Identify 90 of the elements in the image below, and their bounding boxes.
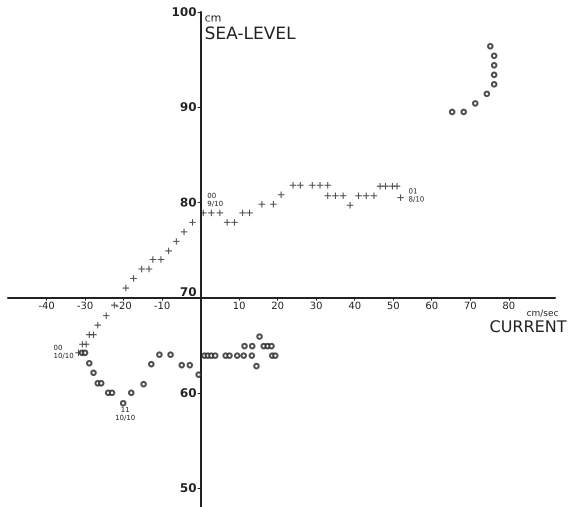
point xyxy=(216,210,224,216)
point xyxy=(180,228,188,236)
point xyxy=(248,352,256,359)
point xyxy=(490,81,498,88)
point xyxy=(324,182,331,188)
point xyxy=(272,352,279,359)
point xyxy=(189,219,196,226)
point xyxy=(241,342,248,350)
point xyxy=(178,362,185,368)
point xyxy=(256,333,263,340)
x-tick-label: 40 xyxy=(348,301,362,312)
point xyxy=(448,108,456,116)
point xyxy=(167,351,174,358)
point xyxy=(224,219,230,226)
point xyxy=(240,352,247,359)
point xyxy=(108,390,116,396)
x-tick-label: -10 xyxy=(154,301,170,312)
point xyxy=(316,182,324,188)
point xyxy=(140,380,147,388)
x-tick-label: 20 xyxy=(271,301,284,312)
point xyxy=(490,52,498,60)
point xyxy=(234,352,240,359)
point xyxy=(309,182,316,188)
point xyxy=(186,362,194,368)
point xyxy=(472,100,479,107)
y-tick-label: 50 xyxy=(180,480,197,495)
point xyxy=(90,331,97,338)
point xyxy=(130,275,137,282)
point xyxy=(362,192,370,199)
point xyxy=(370,192,378,199)
point xyxy=(268,342,275,350)
point xyxy=(278,192,284,198)
x-tick-label: 60 xyxy=(425,301,438,312)
x-tick-label: -40 xyxy=(38,301,55,312)
x-tick-label: 10 xyxy=(232,301,246,312)
x-tick-label: 30 xyxy=(310,301,323,312)
y-tick-label: 70 xyxy=(180,285,197,300)
point xyxy=(397,194,404,201)
point xyxy=(82,340,90,348)
point xyxy=(340,192,346,199)
x-tick-label: -20 xyxy=(115,301,132,312)
point xyxy=(212,352,218,359)
x-tick-label: 50 xyxy=(386,301,400,312)
x-tick-label: -30 xyxy=(76,301,94,312)
point xyxy=(332,192,339,199)
point xyxy=(226,352,233,359)
point xyxy=(270,201,277,208)
point xyxy=(138,266,145,272)
point xyxy=(122,284,130,292)
point xyxy=(355,192,362,199)
point xyxy=(150,256,156,263)
point xyxy=(394,182,400,190)
point xyxy=(165,248,172,254)
point xyxy=(258,201,266,208)
point xyxy=(86,360,93,367)
point xyxy=(195,371,202,378)
point xyxy=(490,62,498,69)
point xyxy=(173,238,180,245)
point xyxy=(248,342,256,350)
point xyxy=(148,360,155,368)
point xyxy=(484,90,490,98)
point xyxy=(231,219,238,226)
point xyxy=(146,266,152,272)
point xyxy=(94,322,102,328)
y-tick-label: 80 xyxy=(180,195,197,210)
y-axis-title: cm SEA-LEVEL xyxy=(204,12,296,44)
point xyxy=(297,182,304,188)
x-tick-label: 70 xyxy=(464,301,477,312)
point xyxy=(382,182,389,190)
y-tick-label: 100 xyxy=(172,5,197,19)
y-tick-label: 60 xyxy=(180,386,197,400)
point xyxy=(290,182,296,188)
point xyxy=(128,390,135,396)
point xyxy=(98,380,104,386)
point xyxy=(120,400,126,406)
point xyxy=(239,210,246,216)
point xyxy=(487,43,494,50)
point xyxy=(156,351,163,358)
point xyxy=(253,362,260,370)
point xyxy=(490,72,498,78)
point xyxy=(246,210,253,216)
point xyxy=(460,108,467,116)
point xyxy=(208,210,215,216)
point xyxy=(324,192,331,199)
point xyxy=(90,370,97,376)
point xyxy=(346,202,354,208)
point xyxy=(158,256,164,263)
point xyxy=(102,312,110,319)
point xyxy=(82,350,88,356)
y-tick-label: 90 xyxy=(180,100,197,114)
